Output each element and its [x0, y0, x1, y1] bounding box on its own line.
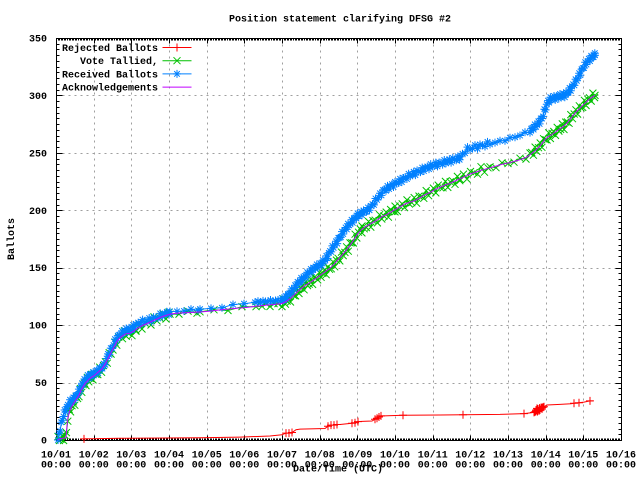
svg-text:Acknowledgements: Acknowledgements — [62, 83, 158, 95]
svg-text:00:00: 00:00 — [116, 461, 146, 472]
svg-text:100: 100 — [29, 322, 47, 333]
svg-text:00:00: 00:00 — [455, 461, 485, 472]
svg-text:00:00: 00:00 — [267, 461, 297, 472]
svg-text:00:00: 00:00 — [79, 461, 109, 472]
svg-text:Vote Tallied,: Vote Tallied, — [80, 56, 158, 68]
svg-text:00:00: 00:00 — [342, 461, 372, 472]
svg-text:10/03: 10/03 — [116, 450, 146, 462]
svg-text:00:00: 00:00 — [606, 461, 636, 472]
svg-text:00:00: 00:00 — [192, 461, 222, 472]
svg-text:Rejected Ballots: Rejected Ballots — [62, 43, 158, 55]
svg-text:00:00: 00:00 — [493, 461, 523, 472]
svg-text:10/08: 10/08 — [305, 450, 335, 462]
svg-text:10/06: 10/06 — [229, 450, 259, 462]
svg-text:00:00: 00:00 — [41, 461, 71, 472]
svg-text:Ballots: Ballots — [6, 218, 18, 260]
svg-text:10/10: 10/10 — [380, 450, 410, 462]
svg-text:10/11: 10/11 — [418, 450, 448, 462]
svg-text:10/15: 10/15 — [568, 450, 598, 462]
svg-text:0: 0 — [41, 437, 47, 448]
svg-text:10/13: 10/13 — [493, 450, 523, 462]
svg-text:50: 50 — [35, 379, 47, 390]
svg-text:300: 300 — [29, 92, 47, 103]
svg-text:10/16: 10/16 — [606, 450, 636, 462]
svg-text:00:00: 00:00 — [154, 461, 184, 472]
svg-text:10/05: 10/05 — [192, 450, 222, 462]
svg-text:00:00: 00:00 — [305, 461, 335, 472]
svg-text:Position statement clarifying: Position statement clarifying DFSG #2 — [229, 14, 451, 26]
svg-text:200: 200 — [29, 207, 47, 218]
svg-text:10/07: 10/07 — [267, 450, 297, 462]
svg-text:00:00: 00:00 — [229, 461, 259, 472]
svg-text:250: 250 — [29, 149, 47, 160]
svg-text:10/01: 10/01 — [41, 450, 71, 462]
svg-text:Received Ballots: Received Ballots — [62, 69, 158, 81]
svg-text:00:00: 00:00 — [531, 461, 561, 472]
svg-text:10/14: 10/14 — [531, 450, 561, 462]
svg-text:10/04: 10/04 — [154, 450, 184, 462]
svg-text:Date/Time (UTC): Date/Time (UTC) — [293, 464, 383, 476]
svg-text:00:00: 00:00 — [380, 461, 410, 472]
svg-text:00:00: 00:00 — [568, 461, 598, 472]
svg-text:10/02: 10/02 — [79, 450, 109, 462]
svg-text:350: 350 — [29, 35, 47, 46]
svg-text:10/12: 10/12 — [455, 450, 485, 462]
svg-text:10/09: 10/09 — [342, 450, 372, 462]
svg-text:00:00: 00:00 — [418, 461, 448, 472]
svg-text:150: 150 — [29, 264, 47, 275]
